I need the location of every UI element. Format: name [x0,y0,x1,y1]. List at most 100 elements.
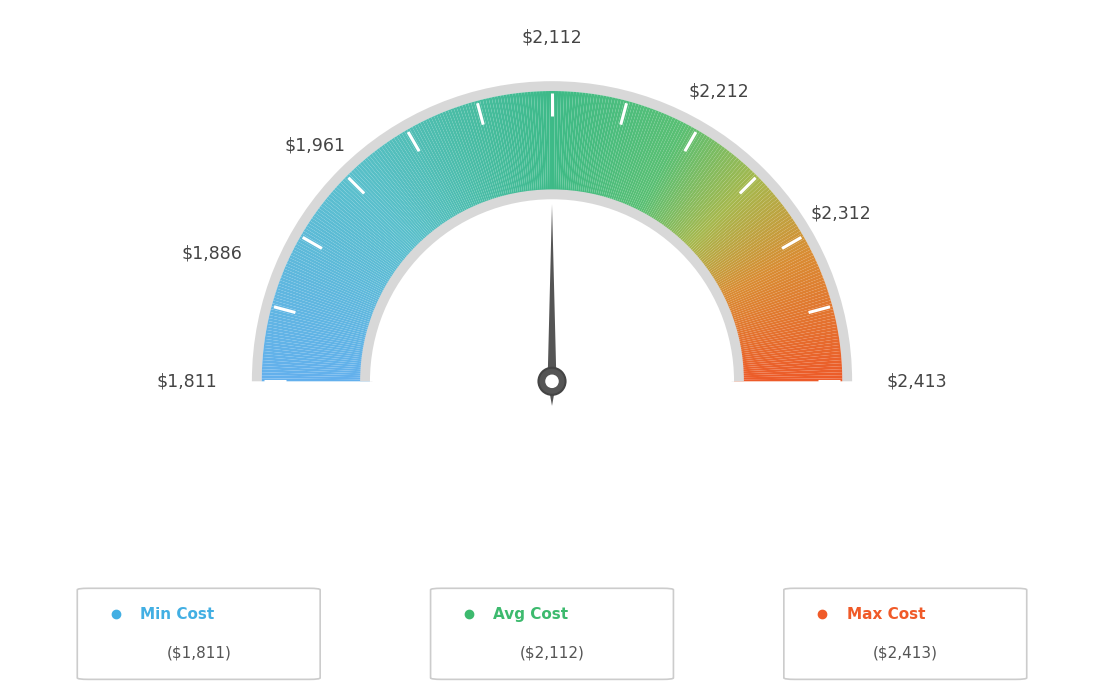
Wedge shape [533,91,542,199]
Wedge shape [290,253,389,302]
Wedge shape [646,133,705,226]
Wedge shape [507,94,526,201]
FancyBboxPatch shape [77,589,320,680]
Wedge shape [267,324,373,347]
Wedge shape [581,95,601,201]
Wedge shape [434,115,480,215]
Wedge shape [723,283,826,322]
Wedge shape [498,96,520,202]
Wedge shape [489,97,514,204]
Wedge shape [631,120,681,218]
Wedge shape [734,369,842,375]
Wedge shape [729,309,834,338]
Wedge shape [262,378,370,382]
Wedge shape [664,152,732,239]
Wedge shape [276,288,380,325]
Wedge shape [655,141,718,232]
Wedge shape [720,269,820,313]
Wedge shape [280,277,382,318]
Wedge shape [643,130,700,225]
Wedge shape [721,272,821,314]
Wedge shape [275,292,379,327]
Wedge shape [304,228,397,287]
Wedge shape [524,92,537,200]
Wedge shape [619,111,661,213]
Wedge shape [683,180,764,257]
Wedge shape [615,109,656,211]
Wedge shape [362,159,435,244]
Wedge shape [641,128,697,224]
Wedge shape [480,99,509,205]
Wedge shape [601,101,633,206]
Wedge shape [697,206,785,273]
Wedge shape [457,106,493,209]
Wedge shape [652,139,715,230]
Wedge shape [439,112,484,213]
Wedge shape [338,183,420,258]
Wedge shape [421,121,471,219]
Wedge shape [562,91,571,199]
Wedge shape [423,120,473,218]
Wedge shape [407,128,463,224]
Wedge shape [567,92,580,200]
Wedge shape [316,210,405,276]
Wedge shape [705,226,798,286]
Wedge shape [267,321,374,345]
Wedge shape [300,233,395,290]
Wedge shape [584,96,606,202]
Wedge shape [606,104,641,208]
Wedge shape [268,315,374,342]
Wedge shape [629,119,678,217]
Wedge shape [636,124,689,221]
Wedge shape [389,139,452,230]
Wedge shape [690,192,774,264]
Text: $1,811: $1,811 [157,373,217,391]
Wedge shape [704,223,797,284]
Wedge shape [445,110,487,212]
Wedge shape [563,92,573,199]
Wedge shape [730,318,836,344]
Wedge shape [725,292,829,327]
Wedge shape [347,174,425,253]
Wedge shape [310,218,402,281]
Wedge shape [678,172,755,251]
Wedge shape [719,266,819,311]
Wedge shape [270,306,376,336]
Wedge shape [370,154,439,240]
Wedge shape [689,189,772,262]
Wedge shape [396,135,456,228]
Wedge shape [450,108,490,210]
Wedge shape [732,333,839,353]
Wedge shape [412,126,466,221]
Text: Max Cost: Max Cost [847,607,925,622]
Wedge shape [463,104,498,208]
Wedge shape [734,375,842,380]
Wedge shape [386,141,449,232]
Wedge shape [732,342,840,359]
Wedge shape [734,378,842,382]
Wedge shape [708,231,802,288]
Wedge shape [353,168,428,248]
Wedge shape [681,176,760,254]
Wedge shape [595,99,624,205]
Wedge shape [531,92,541,199]
Wedge shape [372,152,440,239]
Text: $1,886: $1,886 [182,245,243,263]
Wedge shape [725,295,830,328]
Wedge shape [404,130,461,225]
Wedge shape [734,363,842,372]
Text: $1,961: $1,961 [285,137,346,155]
Wedge shape [367,156,437,241]
Wedge shape [733,354,841,366]
Wedge shape [686,185,767,259]
Wedge shape [516,93,531,201]
Wedge shape [302,231,396,288]
Wedge shape [730,315,836,342]
Wedge shape [624,115,670,215]
Wedge shape [692,196,777,267]
Wedge shape [322,201,410,270]
Wedge shape [560,91,567,199]
Wedge shape [319,206,407,273]
Wedge shape [285,266,385,311]
Wedge shape [623,114,667,214]
